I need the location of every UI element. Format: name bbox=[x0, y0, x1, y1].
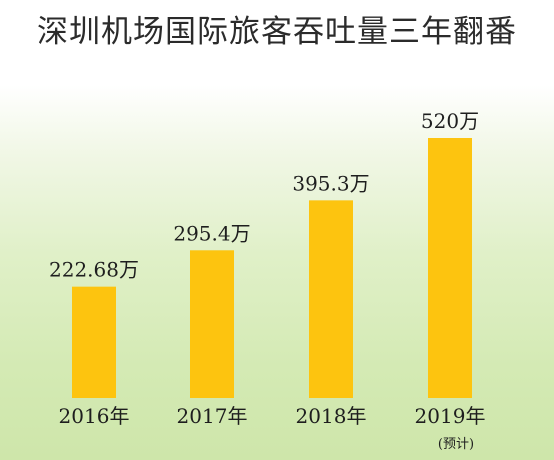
category-label-2: 2018年 bbox=[296, 404, 367, 428]
value-label-0: 222.68万 bbox=[49, 258, 139, 282]
category-label-1: 2017年 bbox=[177, 404, 248, 428]
value-label-1: 295.4万 bbox=[173, 221, 250, 245]
annotation-label-3: (预计) bbox=[438, 437, 474, 452]
chart-title: 深圳机场国际旅客吞吐量三年翻番 bbox=[37, 14, 517, 50]
bar-1 bbox=[190, 250, 234, 398]
category-label-0: 2016年 bbox=[59, 404, 130, 428]
category-label-3: 2019年 bbox=[415, 404, 486, 428]
value-label-2: 395.3万 bbox=[292, 171, 369, 195]
value-label-3: 520万 bbox=[421, 109, 479, 133]
bar-3 bbox=[428, 138, 472, 398]
bar-2 bbox=[309, 200, 353, 398]
bar-0 bbox=[72, 286, 116, 398]
